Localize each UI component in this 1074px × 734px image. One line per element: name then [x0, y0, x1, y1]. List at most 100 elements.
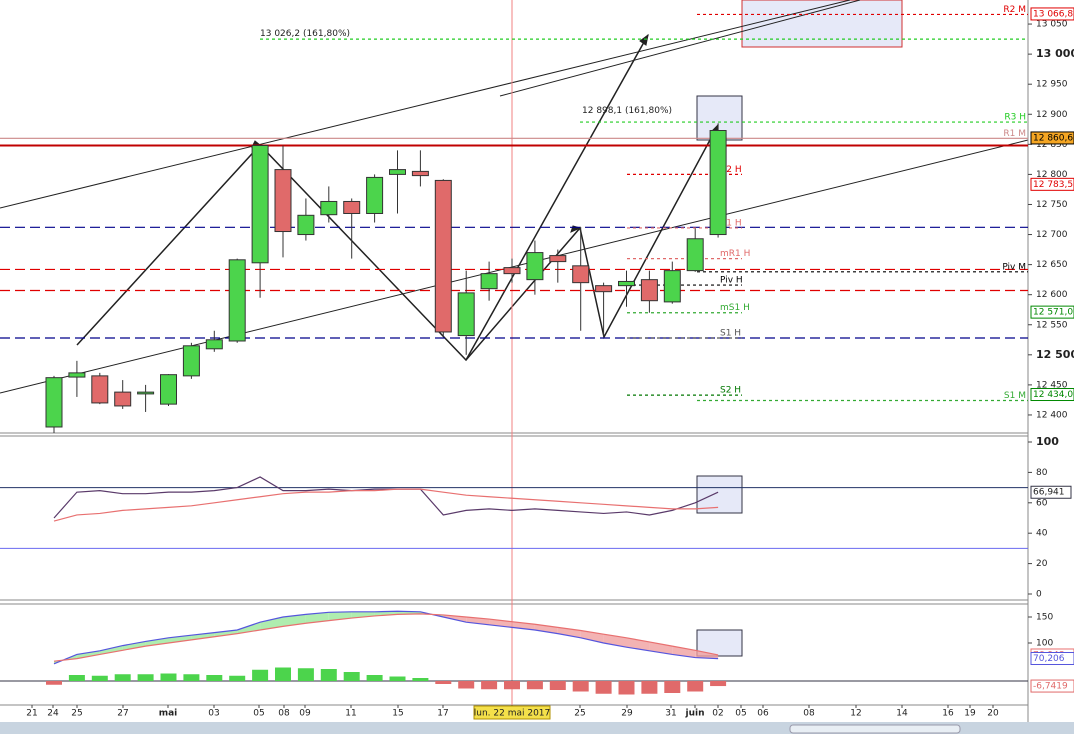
y-tick-label: 150 — [1036, 613, 1053, 623]
x-tick-label: 24 — [47, 709, 59, 719]
level-label: Piv M — [1002, 262, 1026, 272]
y-tick-label: 12 750 — [1036, 200, 1068, 210]
value-badge — [1030, 679, 1074, 693]
histogram-bar — [297, 668, 314, 681]
x-tick-label: 21 — [26, 709, 37, 719]
y-tick-label: 12 450 — [1036, 380, 1068, 390]
x-tick-label: 12 — [850, 709, 861, 719]
macd-line — [53, 610, 719, 665]
x-tick-label: 27 — [117, 709, 128, 719]
level-label: R2 H — [720, 165, 742, 175]
y-tick-label: 12 650 — [1036, 260, 1068, 270]
y-tick-label: 12 950 — [1036, 80, 1068, 90]
macd-fill — [76, 650, 100, 659]
x-tick-label: 25 — [71, 709, 82, 719]
price-badge-label: 12 434,0 — [1033, 390, 1073, 400]
price-badge-label: 12 571,0 — [1033, 308, 1073, 318]
level-label: Piv H — [720, 276, 743, 286]
histogram-bar — [458, 681, 475, 689]
price-badge-label: 12 783,5 — [1033, 180, 1073, 190]
histogram-bar — [572, 681, 589, 692]
y-tick-label: 12 550 — [1036, 320, 1068, 330]
candle-body — [640, 279, 658, 302]
level-label: R1 H — [720, 218, 742, 228]
histogram-bar — [412, 678, 429, 681]
candle-body — [182, 345, 200, 377]
price-badge — [1030, 305, 1074, 319]
y-tick-label: 12 850 — [1036, 140, 1068, 150]
x-tick-label: 15 — [392, 709, 403, 719]
candle-body — [137, 391, 155, 395]
x-tick-label: mai — [159, 709, 178, 719]
trend-line — [0, 139, 1029, 394]
level-label: S1 H — [720, 328, 741, 338]
zone-box — [696, 475, 743, 514]
candle-body — [91, 375, 109, 404]
level-label: mR1 H — [720, 249, 750, 259]
zone-box — [741, 0, 903, 48]
y-tick-label: 60 — [1036, 498, 1048, 508]
scroll-thumb[interactable] — [789, 724, 961, 734]
x-tick-label: 25 — [574, 709, 585, 719]
x-tick-label: 19 — [964, 709, 976, 719]
candle-body — [320, 200, 338, 216]
level-label: S1 M — [1004, 391, 1026, 401]
y-tick-label: 12 400 — [1036, 410, 1068, 420]
candle-body — [114, 391, 132, 407]
histogram-bar — [91, 675, 108, 681]
y-tick-label: 13 000 — [1036, 47, 1074, 60]
y-tick-label: 13 050 — [1036, 20, 1068, 30]
zigzag — [465, 34, 649, 361]
candle-body — [205, 339, 223, 350]
macd-fill — [695, 650, 719, 659]
x-tick-label: 31 — [665, 709, 676, 719]
value-badge — [1030, 485, 1072, 499]
y-tick-label: 40 — [1036, 529, 1048, 539]
y-tick-label: 12 700 — [1036, 230, 1068, 240]
macd-fill — [534, 624, 558, 634]
x-tick-label: lun. 22 mai 2017 — [474, 709, 551, 719]
macd-fill — [145, 637, 169, 647]
y-tick-label: 12 600 — [1036, 290, 1068, 300]
histogram-bar — [504, 681, 520, 690]
x-tick-label: 20 — [987, 709, 999, 719]
histogram-bar — [275, 667, 291, 681]
level-label: mS1 H — [720, 303, 750, 313]
macd-fill — [283, 614, 306, 627]
macd-line — [53, 613, 719, 662]
y-tick-label: 100 — [1036, 639, 1053, 649]
candle-body — [709, 130, 727, 236]
macd-fill — [99, 645, 123, 655]
histogram-bar — [343, 672, 360, 681]
candle-body — [45, 377, 63, 428]
value-badge — [1030, 651, 1074, 665]
rsi-line — [53, 488, 719, 522]
histogram-bar — [481, 681, 498, 690]
histogram-bar — [320, 669, 337, 681]
histogram-bar — [710, 681, 727, 687]
x-tick-label: 06 — [757, 709, 769, 719]
x-tick-label: 08 — [278, 709, 290, 719]
value-badge-label: -6,7419 — [1033, 682, 1068, 692]
candle-body — [366, 176, 384, 214]
y-tick-label: 0 — [1036, 590, 1042, 600]
price-badge — [1030, 177, 1074, 191]
y-tick-label: 20 — [1036, 559, 1048, 569]
y-tick-label: 100 — [1036, 435, 1059, 448]
price-badge — [1030, 7, 1074, 21]
price-badge — [1030, 131, 1074, 145]
drawings — [0, 0, 1029, 657]
zone-box — [696, 629, 743, 657]
candle-body — [434, 179, 452, 333]
value-badge-label: 66,941 — [1033, 488, 1065, 498]
candle-body — [68, 372, 86, 378]
level-label: R3 H — [1004, 113, 1026, 123]
annotation: 13 026,2 (161,80%) — [260, 29, 350, 39]
level-label: S2 H — [720, 386, 741, 396]
macd-fill — [374, 611, 398, 616]
histogram-bar — [435, 681, 452, 684]
candle-body — [526, 252, 544, 281]
candle-body — [686, 238, 704, 272]
x-tick-label: 14 — [896, 709, 908, 719]
value-badge-label: 70,206 — [1033, 654, 1065, 664]
